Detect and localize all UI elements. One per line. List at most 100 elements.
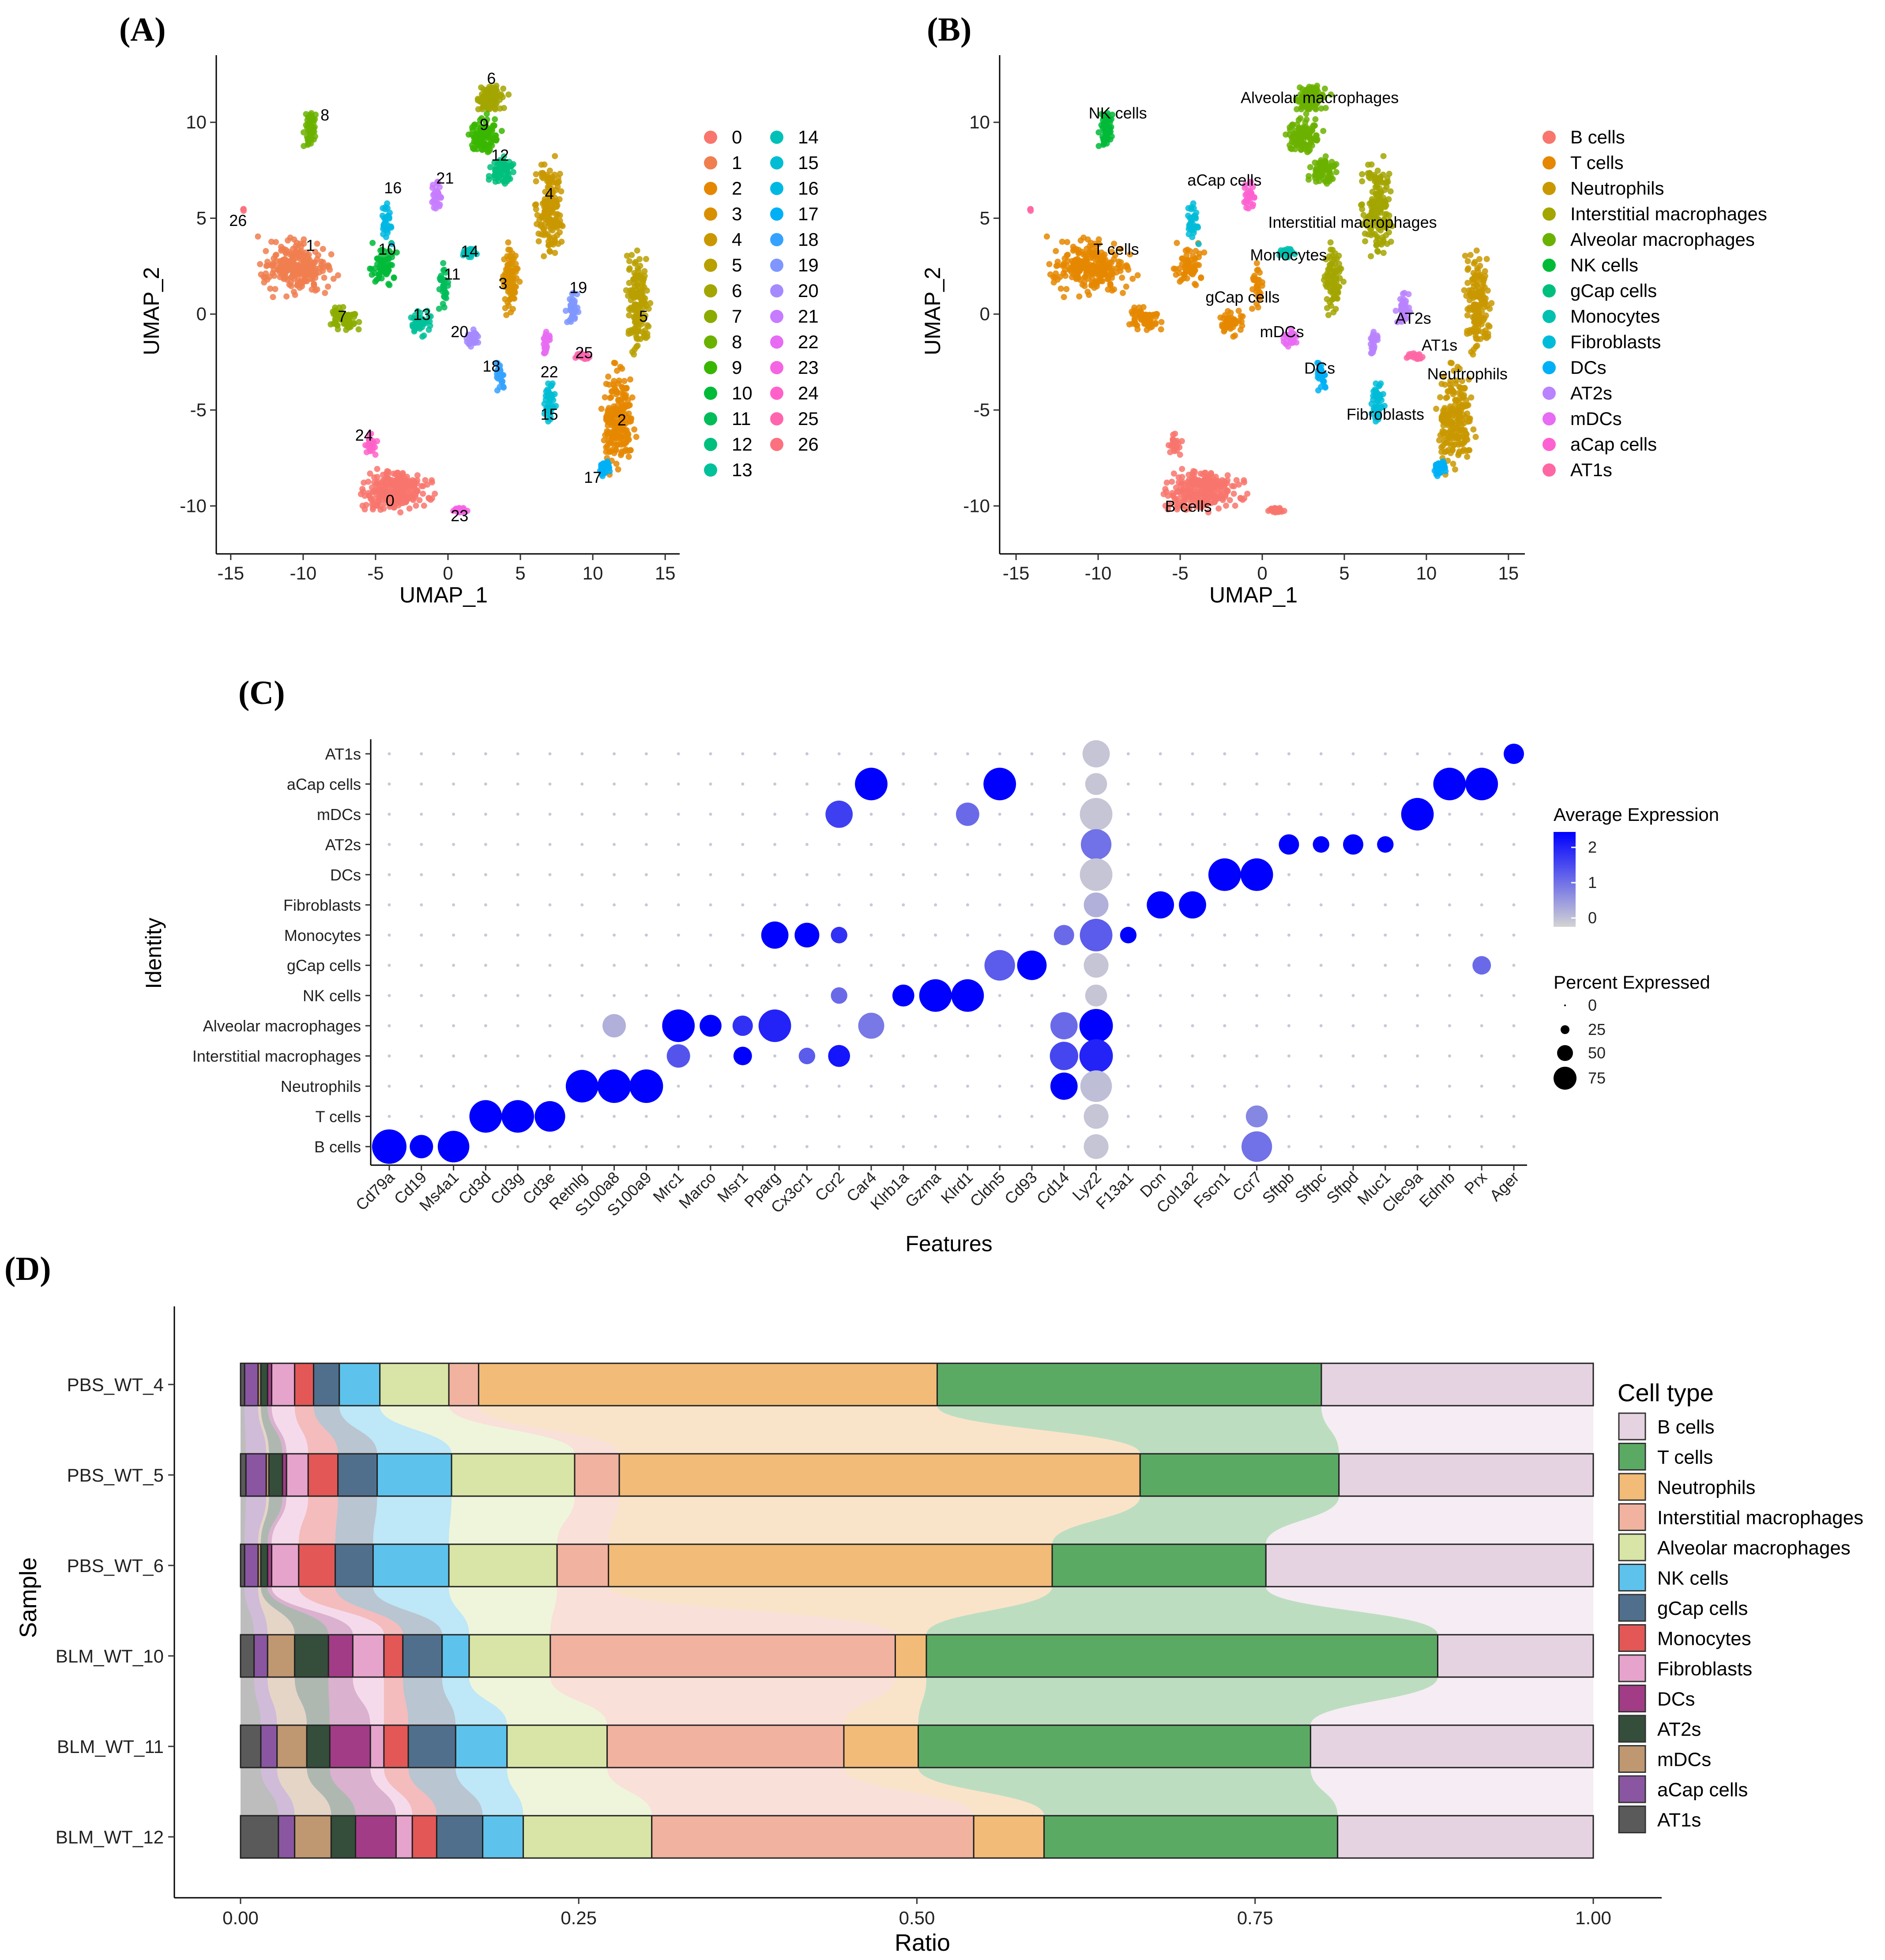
dotplot-dot (1255, 994, 1259, 997)
legend-label: AT1s (1570, 459, 1612, 480)
umap-point (498, 128, 505, 134)
dotplot-dot (1319, 1054, 1323, 1058)
dotplot-dot (934, 813, 937, 816)
cluster-label: B cells (1165, 497, 1212, 515)
umap-point (1296, 126, 1302, 132)
umap-point (1471, 260, 1477, 267)
umap-point (1336, 283, 1343, 290)
dotplot-dot (1030, 782, 1034, 786)
bar-segment (271, 1362, 296, 1407)
dotplot-dot (613, 963, 616, 967)
cluster-label: 6 (487, 69, 496, 87)
dotplot-dot (966, 1054, 969, 1058)
legend-label: 25 (798, 408, 819, 429)
bar-segment (936, 1362, 1322, 1407)
x-tick-label: -15 (1003, 563, 1030, 583)
umap-point (387, 504, 393, 510)
dotplot-dot (1319, 933, 1323, 937)
dotplot-dot (869, 873, 873, 877)
legend-swatch (704, 463, 717, 477)
x-tick-label: -10 (290, 563, 317, 583)
dotplot-dot (773, 873, 777, 877)
dotplot-dot (837, 1145, 841, 1148)
dotplot-dot (709, 903, 712, 907)
dotplot-dot (1255, 903, 1259, 907)
dotplot-dot (902, 933, 905, 937)
bar-segment (245, 1453, 267, 1497)
colorbar-tick-label: 2 (1588, 838, 1597, 856)
dotplot-dot (1223, 1024, 1227, 1027)
umap-point (1082, 274, 1089, 280)
umap-point (510, 169, 516, 175)
legend-swatch (770, 182, 783, 195)
umap-point (1382, 200, 1388, 207)
umap-point (1325, 312, 1332, 318)
umap-point (346, 322, 353, 329)
x-tick-label: 10 (583, 563, 603, 583)
umap-point (1061, 294, 1067, 301)
dotplot-dot (534, 1101, 565, 1132)
legend-label: NK cells (1570, 255, 1638, 275)
bar-segment (1043, 1815, 1339, 1859)
dotplot-dot (869, 903, 873, 907)
umap-point (1460, 448, 1466, 455)
dotplot-dot (1245, 1105, 1268, 1128)
umap-point (281, 274, 287, 281)
umap-point (643, 287, 650, 294)
dotplot-dot (869, 1115, 873, 1118)
umap-point (349, 312, 356, 318)
dotplot-dot (1223, 963, 1227, 967)
bar-segment (276, 1724, 308, 1768)
umap-point (1471, 304, 1477, 310)
umap-point (1374, 248, 1381, 254)
dotplot-dot (741, 752, 745, 756)
umap-point (1148, 322, 1155, 329)
umap-point (1126, 321, 1133, 327)
dotplot-dot (1416, 843, 1419, 846)
dotplot-dot (548, 1054, 552, 1058)
dotplot-dot (709, 1115, 712, 1118)
umap-point (1279, 508, 1285, 515)
umap-point (289, 256, 296, 263)
legend-label: 20 (798, 280, 819, 301)
dotplot-dot (1126, 843, 1130, 846)
dotplot-dot (1159, 1145, 1162, 1148)
dotplot-dot (597, 1069, 631, 1103)
dotplot-dot (773, 813, 777, 816)
legend-swatch (770, 233, 783, 246)
umap-point (501, 166, 508, 173)
dotplot-dot (548, 752, 552, 756)
umap-point (628, 297, 634, 303)
bar-segment (574, 1453, 620, 1497)
umap-point (632, 316, 638, 322)
umap-point (1214, 486, 1220, 493)
dotplot-dot (741, 1084, 745, 1088)
dotplot-dot (919, 979, 952, 1012)
umap-point (440, 283, 447, 290)
dotplot-dot (837, 963, 841, 967)
umap-point (450, 508, 457, 514)
dotplot-dot (934, 843, 937, 846)
umap-point (443, 290, 450, 297)
legend-label: 12 (732, 434, 752, 455)
umap-point (631, 276, 637, 282)
dotplot-dot (1159, 813, 1162, 816)
umap-point (549, 222, 555, 228)
umap-point (1476, 303, 1483, 310)
dotplot-dot (677, 994, 680, 997)
y-tick-label: 5 (980, 207, 990, 228)
legend-label: 0 (732, 127, 742, 147)
dotplot-dot (1351, 963, 1355, 967)
umap-point (393, 249, 400, 256)
umap-point (629, 394, 636, 401)
umap-point (1468, 394, 1475, 401)
size-legend-label: 75 (1588, 1069, 1606, 1087)
x-tick-label: -15 (217, 563, 244, 583)
dotplot-dot (1448, 1115, 1451, 1118)
identity-label: gCap cells (287, 956, 361, 974)
dotplot-dot (484, 873, 487, 877)
dotplot-dot (1512, 1084, 1516, 1088)
umap-point (1232, 502, 1238, 509)
bar-segment (376, 1453, 452, 1497)
dotplot-dot (516, 1084, 519, 1088)
